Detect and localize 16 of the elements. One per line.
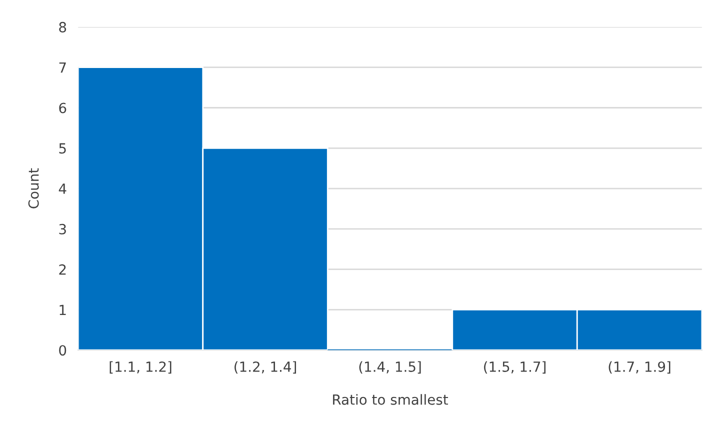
x-axis-title: Ratio to smallest [333,394,448,405]
y-tick-label: 0 [59,345,66,356]
x-tick-label: (1.7, 1.9] [608,361,670,374]
x-tick-label: (1.2, 1.4] [234,361,296,374]
y-tick-label: 6 [59,102,66,114]
y-tick-label: 5 [59,143,66,154]
x-tick-label: (1.4, 1.5] [359,361,421,374]
x-tick-label: (1.5, 1.7] [484,361,546,374]
y-tick-label: 4 [58,184,66,194]
y-tick-label: 2 [59,264,66,275]
x-tick-label: [1.1, 1.2] [110,361,172,374]
y-tick-label: 1 [60,304,66,315]
y-tick-label: 7 [59,62,66,73]
y-tick-label: 3 [59,224,66,234]
y-tick-label: 8 [59,22,66,32]
y-axis-title: Count [28,168,39,208]
